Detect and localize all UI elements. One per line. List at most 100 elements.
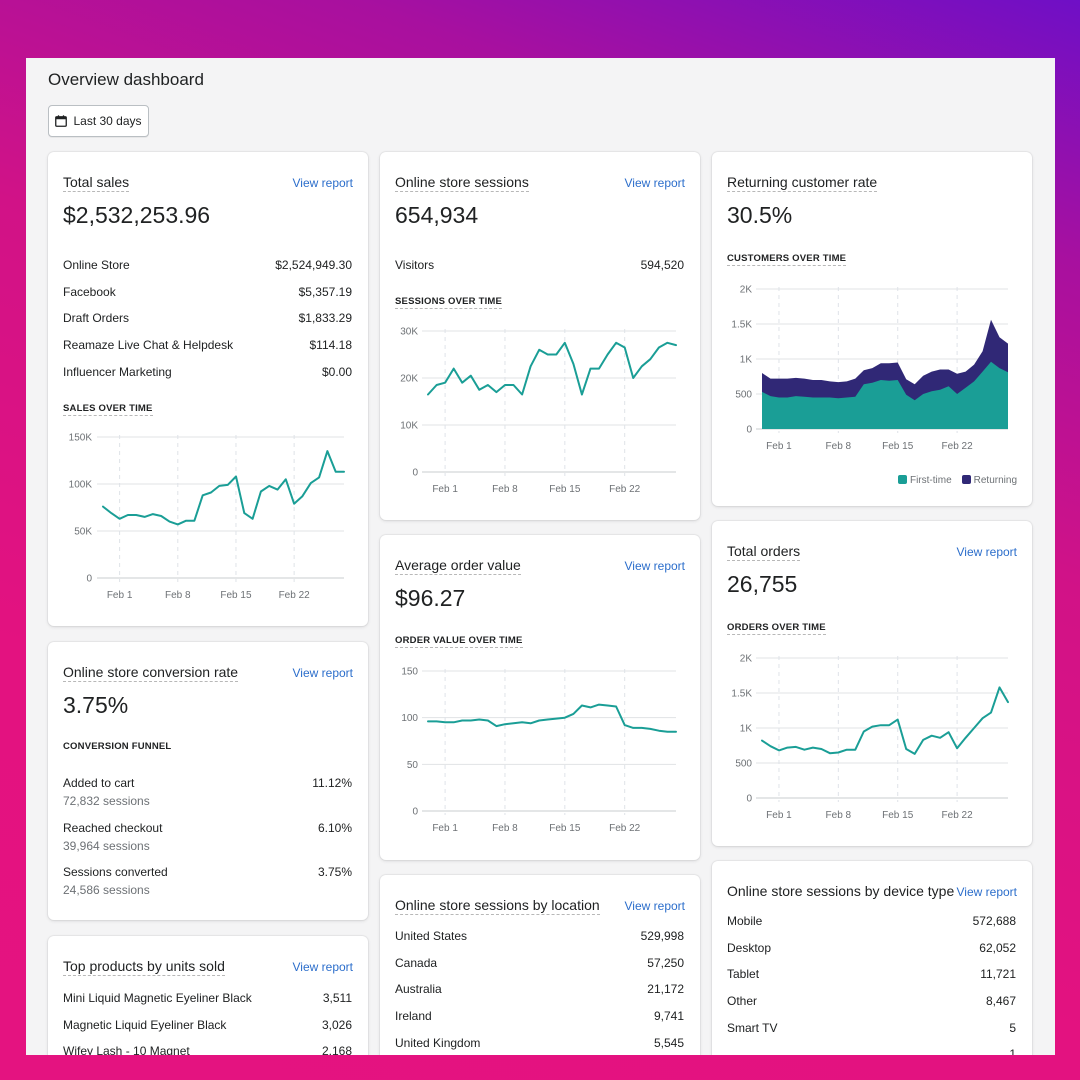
x-tick-label: Feb 15 [549,484,581,495]
y-tick-label: 2K [740,285,753,296]
y-tick-label: 0 [746,794,752,805]
series-line [102,450,345,526]
x-tick-label: Feb 1 [432,484,458,495]
units-sold: 3,026 [321,1017,352,1032]
list-item[interactable]: Wifey Lash - 10 Magnet 2,168 [63,1044,352,1055]
view-report-link[interactable]: View report [292,176,353,190]
card-title: Average order value [395,557,521,575]
step-sessions: 72,832 sessions [63,794,150,808]
y-tick-label: 500 [735,759,752,770]
y-tick-label: 500 [735,390,752,401]
sessions-value: 654,934 [395,202,479,228]
y-tick-label: 150K [69,433,93,444]
step-value: 11.12% [312,776,352,790]
device-name: Other [727,994,758,1009]
x-tick-label: Feb 22 [942,810,974,821]
returning-rate-value: 30.5% [727,202,793,228]
legend-swatch [961,475,971,484]
y-tick-label: 0 [412,807,418,818]
top-products-card: Top products by units sold View report M… [48,936,368,1055]
row-label: Online Store [63,258,130,272]
product-name: Magnetic Liquid Eyeliner Black [63,1017,227,1032]
funnel-title: CONVERSION FUNNEL [63,741,172,752]
dashboard-screen: Overview dashboard Last 30 days Total sa… [26,58,1055,1055]
x-tick-label: Feb 15 [882,810,914,821]
list-item: Australia 21,172 [395,982,684,1009]
x-tick-label: Feb 8 [492,484,518,495]
location-name: Australia [395,982,442,997]
card-title: Online store sessions by location [395,897,600,915]
breakdown-row: Online Store $2,524,949.30 [63,258,352,285]
card-title: Online store sessions by device type [727,883,955,899]
list-item[interactable]: Magnetic Liquid Eyeliner Black 3,026 [63,1018,352,1045]
row-value: $0.00 [321,364,352,379]
location-name: United Kingdom [395,1035,481,1050]
x-tick-label: Feb 22 [609,823,641,834]
date-range-button[interactable]: Last 30 days [48,105,149,137]
card-title: Total orders [727,543,801,561]
sales-chart: 0 50K 100K 150K Feb 1 Feb 8 Feb 15 Feb 22 [69,433,345,601]
y-tick-label: 20K [400,374,418,385]
legend-label: First-time [909,475,952,486]
funnel-step: Added to cart 72,832 sessions 11.12% [63,776,352,821]
view-report-link[interactable]: View report [624,559,685,573]
online-store-sessions-card: Online store sessions View report 654,93… [380,152,700,520]
row-value: $1,833.29 [298,311,352,326]
x-tick-label: Feb 8 [826,810,852,821]
location-name: Canada [395,955,438,970]
step-sessions: 39,964 sessions [63,838,150,853]
x-tick-label: Feb 1 [432,823,458,834]
view-report-link[interactable]: View report [956,545,1017,559]
breakdown-row: Facebook $5,357.19 [63,285,352,312]
list-item: Other 8,467 [727,994,1016,1021]
chart-title: ORDER VALUE OVER TIME [395,635,523,648]
orders-chart: 0 500 1K 1.5K 2K Feb 1 Feb 8 Feb 15 Feb 22 [731,654,1009,821]
view-report-link[interactable]: View report [624,176,685,190]
step-label-group: Added to cart 72,832 sessions [63,776,150,808]
row-label: Facebook [63,284,116,299]
sessions-by-device-card: Online store sessions by device type Vie… [712,861,1032,1055]
y-tick-label: 1.5K [731,320,752,331]
total-orders-card: Total orders View report 26,755 ORDERS O… [712,521,1032,846]
location-sessions: 5,545 [653,1035,684,1050]
y-tick-label: 1.5K [731,689,752,700]
total-sales-value: $2,532,253.96 [63,202,211,228]
step-value: 6.10% [317,820,352,835]
view-report-link[interactable]: View report [624,899,685,913]
chart-title: SESSIONS OVER TIME [395,296,503,309]
x-tick-label: Feb 22 [942,441,974,452]
page-title: Overview dashboard [48,70,204,89]
step-value: 3.75% [317,865,352,879]
x-tick-label: Feb 8 [165,590,191,601]
step-label-group: Reached checkout 39,964 sessions [63,821,162,853]
device-list: Mobile 572,688 Desktop 62,052 Tablet 11,721… [727,914,1016,1055]
y-tick-label: 0 [746,425,752,436]
list-item: Tablet 11,721 [727,967,1016,994]
view-report-link[interactable]: View report [292,960,353,974]
location-sessions: 57,250 [647,955,684,970]
list-item: Smart TV 5 [727,1021,1016,1048]
series-line [427,703,677,733]
step-label-group: Sessions converted 24,586 sessions [63,865,168,897]
conversion-funnel: Added to cart 72,832 sessions 11.12% Reach… [63,776,352,910]
card-title: Returning customer rate [727,174,878,192]
list-item[interactable]: Mini Liquid Magnetic Eyeliner Black 3,511 [63,991,352,1018]
card-title: Online store conversion rate [63,664,239,682]
x-tick-label: Feb 1 [766,441,792,452]
sales-breakdown: Online Store $2,524,949.30 Facebook $5,357… [63,258,352,391]
legend-swatch [897,475,907,484]
total-sales-card: Total sales View report $2,532,253.96 On… [48,152,368,626]
calendar-icon [55,115,68,127]
legend-label: Returning [973,475,1017,486]
row-label: Visitors [395,258,435,272]
card-title: Total sales [63,174,130,192]
series-line [761,686,1009,755]
row-label: Draft Orders [63,311,130,326]
step-label: Reached checkout [63,820,163,835]
device-sessions: 572,688 [972,914,1016,928]
view-report-link[interactable]: View report [292,666,353,680]
returning-customer-rate-card: Returning customer rate 30.5% CUSTOMERS … [712,152,1032,506]
x-tick-label: Feb 1 [107,590,133,601]
y-tick-label: 100 [401,713,418,724]
view-report-link[interactable]: View report [956,885,1017,899]
